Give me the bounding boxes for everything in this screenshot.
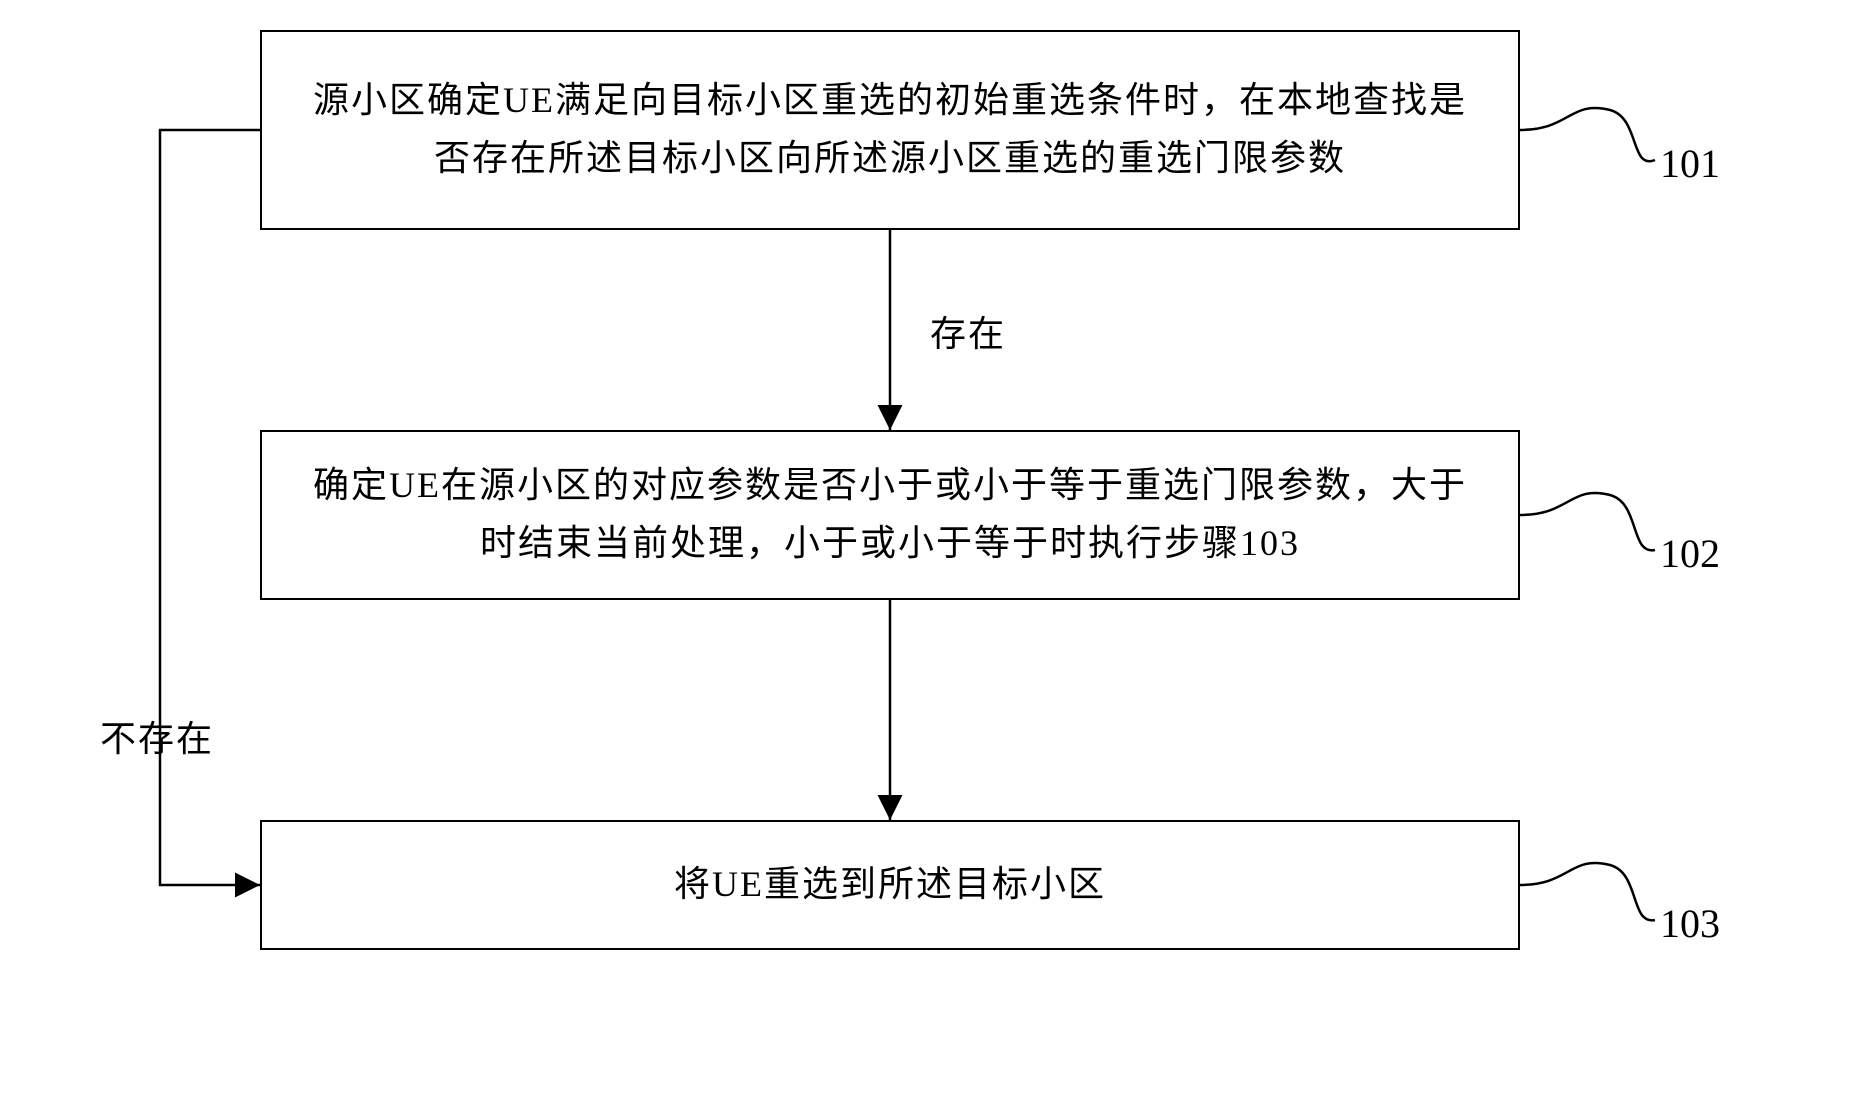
curly-101: [1520, 108, 1655, 161]
edge-n1-n3-bypass: [160, 130, 260, 885]
flowchart-container: 源小区确定UE满足向目标小区重选的初始重选条件时，在本地查找是否存在所述目标小区…: [100, 30, 1750, 1080]
node-101-text: 源小区确定UE满足向目标小区重选的初始重选条件时，在本地查找是否存在所述目标小区…: [302, 72, 1478, 187]
node-102-text: 确定UE在源小区的对应参数是否小于或小于等于重选门限参数，大于时结束当前处理，小…: [302, 457, 1478, 572]
step-label-102: 102: [1660, 530, 1720, 577]
flowchart-node-101: 源小区确定UE满足向目标小区重选的初始重选条件时，在本地查找是否存在所述目标小区…: [260, 30, 1520, 230]
flowchart-node-103: 将UE重选到所述目标小区: [260, 820, 1520, 950]
node-103-text: 将UE重选到所述目标小区: [674, 856, 1106, 914]
curly-103: [1520, 863, 1655, 920]
edge-label-exists: 存在: [930, 305, 1006, 357]
edge-label-not-exists: 不存在: [100, 710, 214, 762]
step-label-103: 103: [1660, 900, 1720, 947]
curly-102: [1520, 493, 1655, 550]
flowchart-node-102: 确定UE在源小区的对应参数是否小于或小于等于重选门限参数，大于时结束当前处理，小…: [260, 430, 1520, 600]
step-label-101: 101: [1660, 140, 1720, 187]
